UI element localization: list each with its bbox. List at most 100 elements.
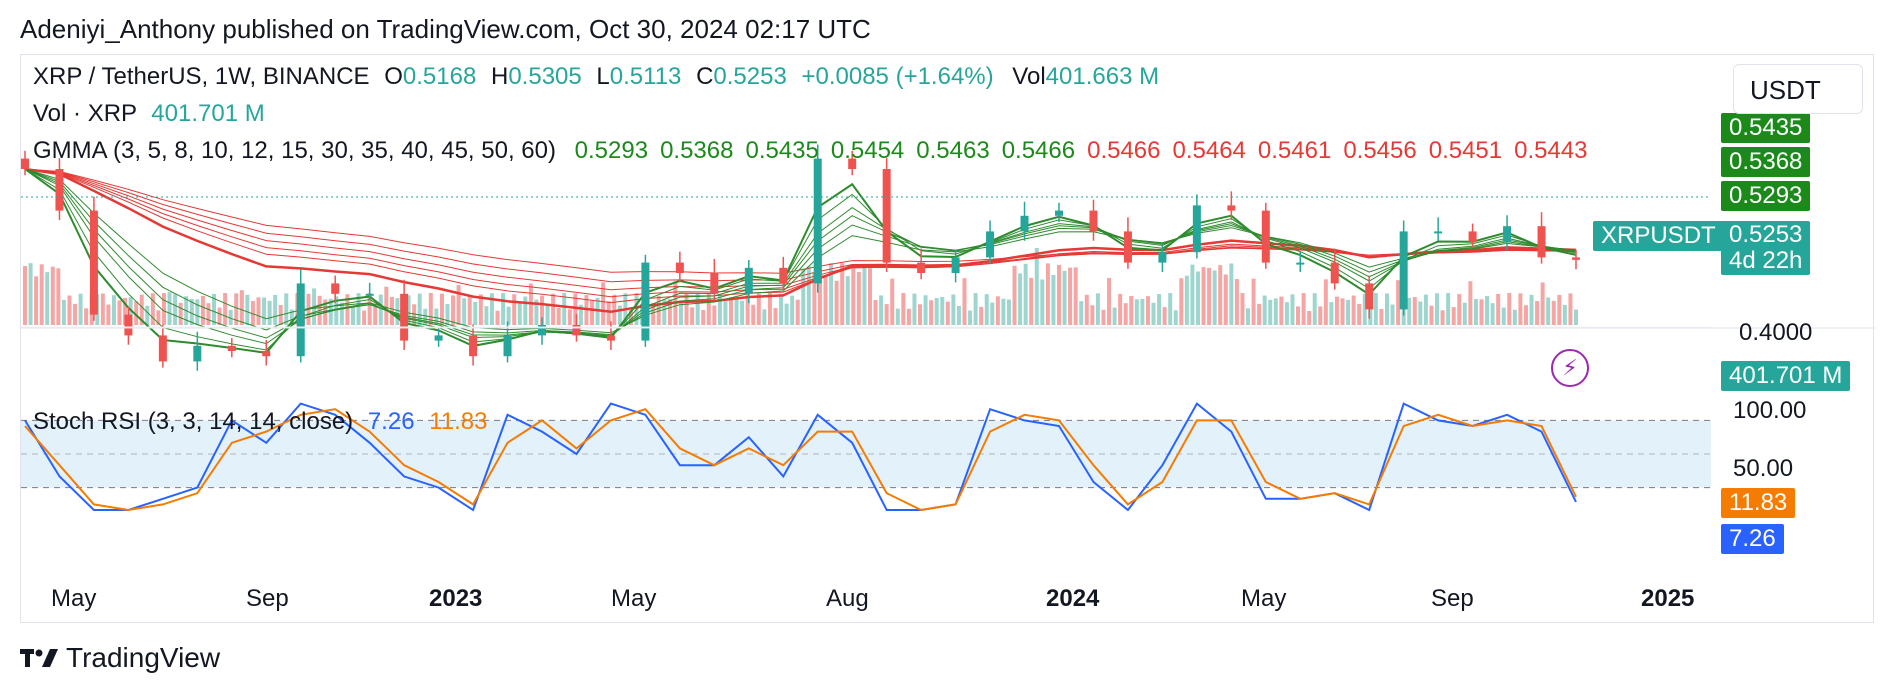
volume-bar <box>1123 303 1128 325</box>
volume-bar <box>339 302 344 325</box>
volume-bar <box>1568 293 1573 325</box>
volume-bar <box>1273 298 1278 325</box>
tradingview-logo[interactable]: TradingView <box>20 641 220 675</box>
time-axis-label: 2024 <box>1046 585 1100 612</box>
symbol-legend[interactable]: XRP / TetherUS, 1W, BINANCE O0.5168 H0.5… <box>33 63 1159 91</box>
chart-canvas[interactable] <box>21 55 1875 624</box>
volume-bar <box>223 293 228 325</box>
stoch-rsi-legend[interactable]: Stoch RSI (3, 3, 14, 14, close) 7.26 11.… <box>33 408 488 436</box>
volume-bar <box>34 276 39 325</box>
volume-bar <box>901 293 906 325</box>
ohlc-change: +0.0085 (+1.64%) <box>801 63 994 90</box>
gmma-value-11: 0.5451 <box>1428 137 1503 164</box>
volume-axis-label: 401.701 M <box>1721 361 1851 391</box>
publication-header: Adeniyi_Anthony published on TradingView… <box>20 14 871 44</box>
volume-bar <box>61 299 66 325</box>
volume-bar <box>717 294 722 325</box>
volume-bar <box>78 293 83 325</box>
candle-body <box>124 314 133 336</box>
volume-bar <box>1301 293 1306 325</box>
volume-bar <box>1551 300 1556 325</box>
volume-bar <box>512 294 517 325</box>
volume-bar <box>829 263 834 325</box>
volume-bar <box>745 280 750 325</box>
volume-bar <box>1473 298 1478 325</box>
volume-bar <box>289 309 294 325</box>
currency-selector-button[interactable]: USDT <box>1733 64 1863 114</box>
volume-bar <box>1307 310 1312 325</box>
ohlc-volume-label: Vol <box>1012 63 1046 90</box>
volume-legend[interactable]: Vol · XRP 401.701 M <box>33 100 265 128</box>
candle-body <box>882 169 891 263</box>
volume-bar <box>812 272 817 325</box>
volume-bar <box>1562 305 1567 325</box>
volume-bar <box>73 303 78 325</box>
volume-bar <box>884 304 889 325</box>
volume-bar <box>823 276 828 325</box>
candle-body <box>1503 226 1512 242</box>
volume-bar <box>806 266 811 325</box>
ohlc-volume: 401.663 M <box>1045 63 1160 90</box>
volume-bar <box>1446 293 1451 325</box>
volume-bar <box>940 296 945 325</box>
volume-bar <box>1512 309 1517 325</box>
volume-bar <box>39 264 44 325</box>
volume-bar <box>1318 306 1323 325</box>
gmma-value-3: 0.5435 <box>745 137 819 164</box>
stoch-rsi-d-value: 11.83 <box>429 408 488 435</box>
volume-bar <box>456 285 461 325</box>
volume-bar <box>1234 279 1239 325</box>
volume-bar <box>612 294 617 325</box>
volume-bar <box>517 302 522 325</box>
gmma-value-2: 0.5368 <box>660 137 734 164</box>
volume-legend-value: 401.701 M <box>151 100 265 127</box>
volume-bar <box>1129 295 1134 325</box>
lightning-icon[interactable]: ⚡ <box>1551 349 1589 387</box>
volume-bar <box>1068 267 1073 325</box>
volume-bar <box>1006 299 1011 325</box>
candle-body <box>1434 231 1443 234</box>
volume-bar <box>117 300 122 325</box>
candle-body <box>503 335 512 357</box>
ohlc-low-label: L <box>596 63 610 90</box>
candle-body <box>641 262 650 341</box>
gmma-long-line <box>24 168 1577 283</box>
volume-bar <box>1490 303 1495 325</box>
volume-bar <box>23 266 27 325</box>
gmma-long-line <box>24 167 1577 314</box>
chart-frame[interactable]: XRP / TetherUS, 1W, BINANCE O0.5168 H0.5… <box>20 54 1875 624</box>
volume-bar <box>867 268 872 325</box>
volume-bar <box>906 308 911 325</box>
volume-bar <box>350 306 355 325</box>
volume-bar <box>762 309 767 325</box>
volume-bar <box>1485 295 1490 325</box>
volume-bar <box>973 293 978 325</box>
volume-bar <box>1184 275 1189 325</box>
volume-bar <box>1112 307 1117 325</box>
volume-bar <box>1368 308 1373 325</box>
volume-bar <box>506 306 511 325</box>
volume-bar <box>1084 294 1089 325</box>
candle-body <box>331 283 340 294</box>
volume-bar <box>1145 296 1150 325</box>
volume-bar <box>1407 297 1412 325</box>
volume-bar <box>1151 302 1156 325</box>
volume-bar <box>934 298 939 325</box>
volume-bar <box>1229 263 1234 325</box>
gmma-long-line <box>24 168 1577 291</box>
volume-bar <box>1012 265 1017 325</box>
volume-bar <box>156 310 161 325</box>
volume-bar <box>345 294 350 325</box>
volume-bar <box>1290 294 1295 325</box>
gmma-price-label-1: 0.5435 <box>1721 113 1811 143</box>
candle-body <box>710 273 719 294</box>
volume-bar <box>1346 299 1351 325</box>
candle-body <box>1399 231 1408 310</box>
volume-bar <box>1390 304 1395 325</box>
volume-bar <box>573 293 578 325</box>
gmma-legend[interactable]: GMMA (3, 5, 8, 10, 12, 15, 30, 35, 40, 4… <box>33 137 1588 165</box>
candle-body <box>917 262 926 273</box>
volume-bar <box>1496 293 1501 325</box>
volume-bar <box>1073 267 1078 325</box>
volume-bar <box>484 306 489 325</box>
